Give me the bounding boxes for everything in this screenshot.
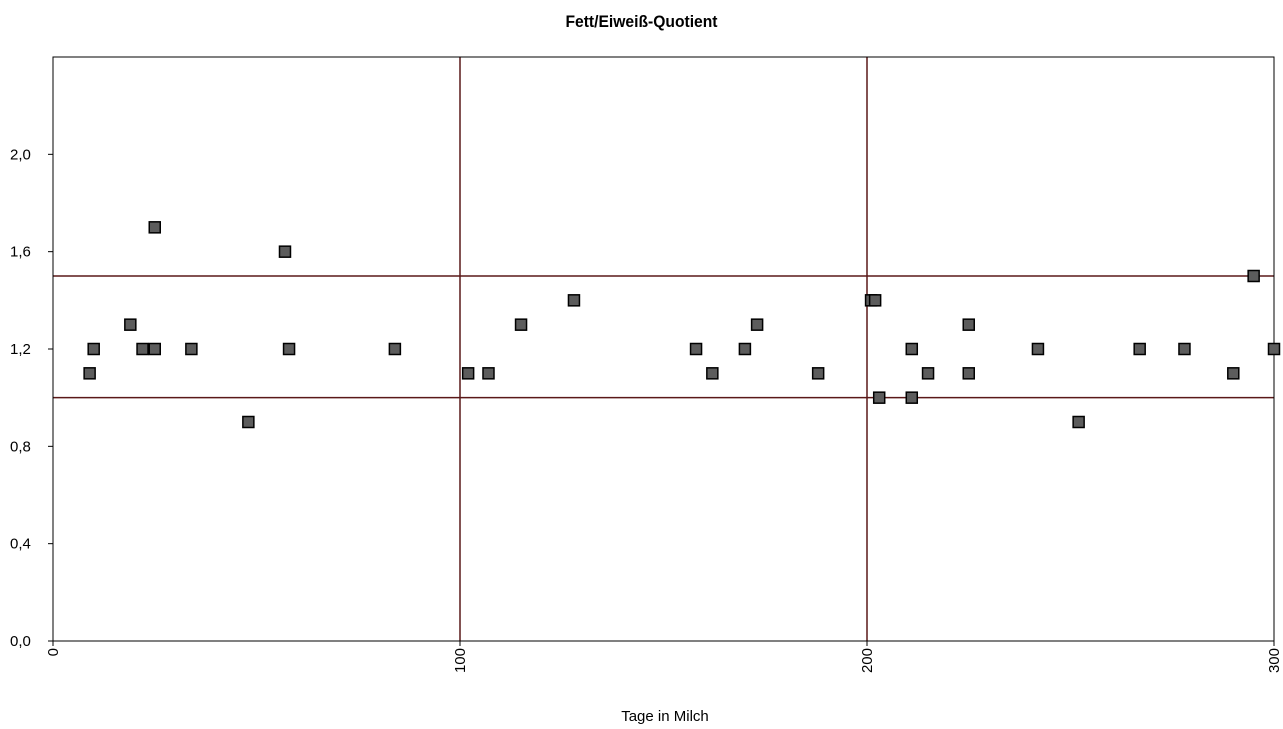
data-point bbox=[567, 294, 581, 307]
data-point bbox=[1178, 342, 1191, 356]
data-point bbox=[388, 342, 402, 356]
plot-area-frame bbox=[52, 56, 1275, 642]
y-axis: 0,0 0,4 0,8 1,2 1,6 2,0 bbox=[10, 146, 53, 650]
data-point bbox=[1072, 415, 1085, 429]
data-point bbox=[962, 367, 975, 380]
data-point bbox=[482, 367, 495, 380]
x-axis-label: Tage in Milch bbox=[621, 708, 709, 725]
data-point bbox=[962, 318, 975, 331]
data-point bbox=[278, 245, 292, 258]
data-point bbox=[1267, 342, 1281, 356]
data-point bbox=[124, 318, 137, 331]
data-point bbox=[811, 367, 825, 380]
data-point bbox=[1247, 269, 1260, 283]
y-tick-label: 0,4 bbox=[10, 536, 31, 553]
y-tick-label: 0,8 bbox=[10, 438, 31, 455]
data-point bbox=[1133, 342, 1146, 356]
data-point bbox=[1227, 367, 1240, 380]
y-tick-label: 1,6 bbox=[10, 244, 31, 261]
y-tick-label: 0,0 bbox=[10, 633, 31, 650]
data-point bbox=[921, 367, 935, 380]
data-point bbox=[461, 367, 475, 380]
data-point bbox=[136, 342, 149, 356]
data-point bbox=[282, 342, 296, 356]
data-point bbox=[1031, 342, 1045, 356]
x-tick-label: 200 bbox=[859, 648, 876, 673]
y-tick-label: 1,2 bbox=[10, 341, 31, 358]
data-point bbox=[905, 342, 919, 356]
data-point bbox=[905, 391, 919, 404]
data-point bbox=[738, 342, 752, 356]
data-point bbox=[83, 367, 96, 380]
data-point bbox=[706, 367, 719, 380]
reference-lines bbox=[53, 57, 1274, 641]
data-point bbox=[514, 318, 528, 331]
chart-title: Fett/Eiweiß-Quotient bbox=[565, 12, 718, 31]
data-point bbox=[148, 221, 161, 234]
x-tick-label: 100 bbox=[452, 648, 469, 673]
data-point bbox=[872, 391, 886, 404]
data-point bbox=[242, 415, 255, 429]
data-point bbox=[750, 318, 764, 331]
data-point bbox=[185, 342, 198, 356]
data-point bbox=[689, 342, 703, 356]
x-axis: 0 100 200 300 bbox=[45, 641, 1283, 673]
y-tick-label: 2,0 bbox=[10, 146, 31, 163]
data-point bbox=[87, 342, 100, 356]
x-tick-label: 0 bbox=[45, 648, 62, 656]
data-point bbox=[148, 342, 161, 356]
data-points bbox=[83, 221, 1281, 429]
data-point bbox=[868, 294, 882, 307]
x-tick-label: 300 bbox=[1266, 648, 1283, 673]
